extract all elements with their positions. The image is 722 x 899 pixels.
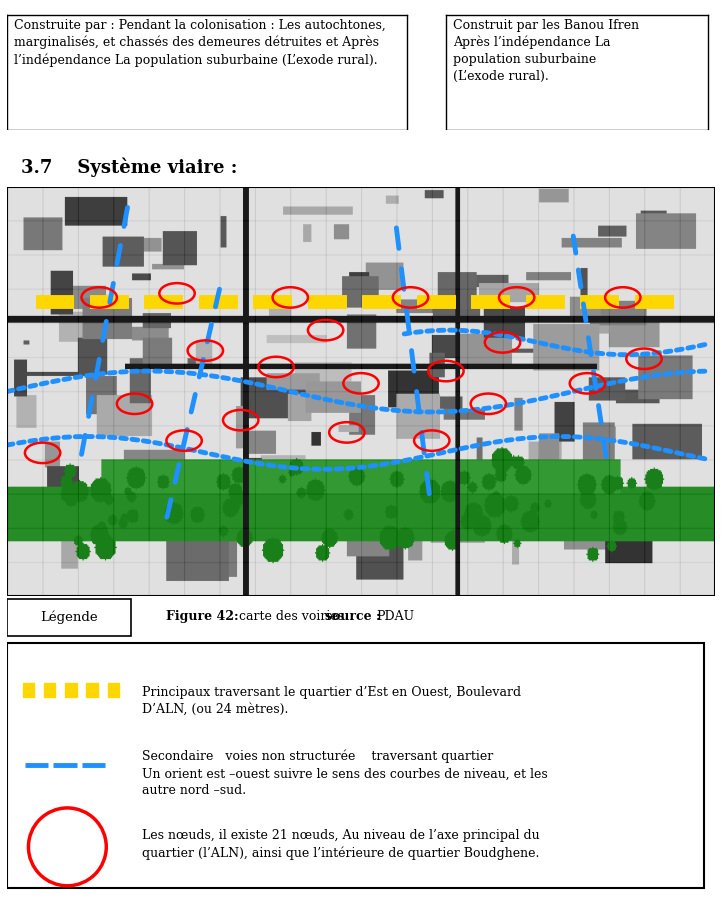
Bar — [87, 683, 97, 697]
Text: 3.7    Système viaire :: 3.7 Système viaire : — [22, 158, 238, 177]
Bar — [108, 683, 119, 697]
Text: Figure 42:: Figure 42: — [166, 610, 239, 623]
Bar — [7, 600, 131, 636]
Bar — [65, 683, 77, 697]
Bar — [44, 683, 56, 697]
Text: Les nœuds, il existe 21 nœuds, Au niveau de l’axe principal du
quartier (l’ALN),: Les nœuds, il existe 21 nœuds, Au niveau… — [142, 829, 539, 860]
Text: Principaux traversant le quartier d’Est en Ouest, Boulevard
D’ALN, (ou 24 mètres: Principaux traversant le quartier d’Est … — [142, 686, 521, 716]
Text: Secondaire   voies non structurée    traversant quartier
Un orient est –ouest su: Secondaire voies non structurée traversa… — [142, 750, 547, 797]
Text: carte des voiries: carte des voiries — [238, 610, 348, 623]
Text: Construit par les Banou Ifren
Après l’indépendance La
population suburbaine
(L’e: Construit par les Banou Ifren Après l’in… — [453, 19, 639, 84]
Text: Légende: Légende — [40, 610, 98, 625]
Ellipse shape — [28, 808, 106, 886]
Bar — [23, 683, 34, 697]
Text: PDAU: PDAU — [376, 610, 414, 623]
Text: Construite par : Pendant la colonisation : Les autochtones,
marginalisés, et cha: Construite par : Pendant la colonisation… — [14, 19, 386, 67]
Text: source :: source : — [325, 610, 385, 623]
